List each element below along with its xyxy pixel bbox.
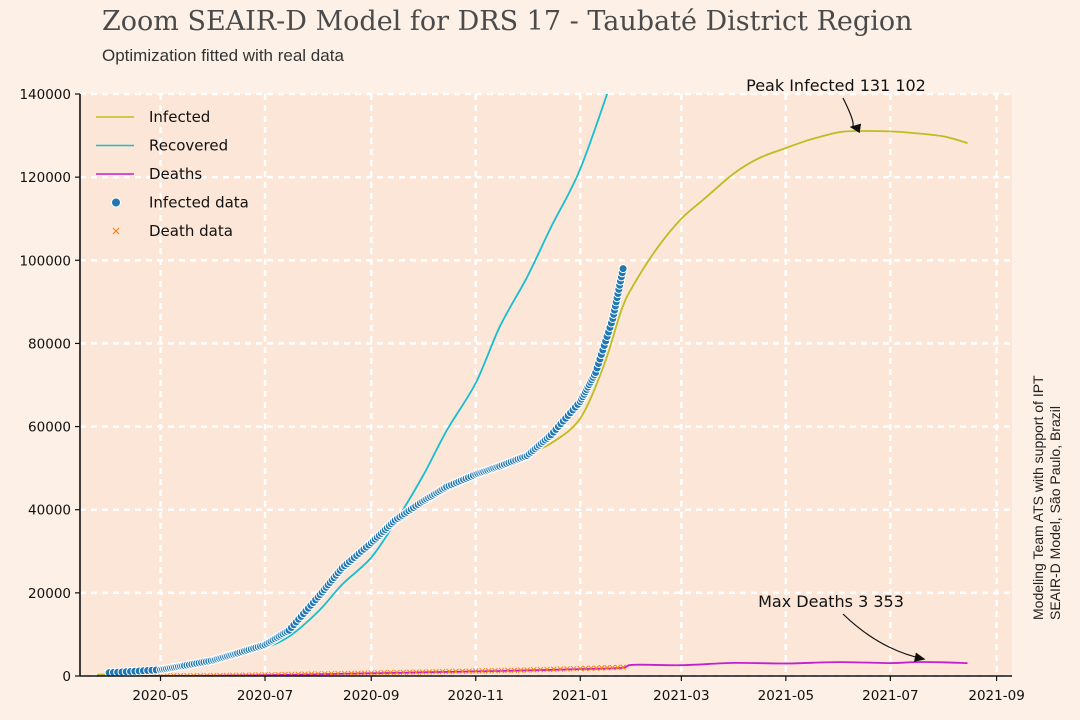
death-data-point — [472, 668, 479, 674]
death-data-point — [598, 665, 605, 671]
plot-background — [80, 94, 1012, 676]
x-tick-label: 2020-11 — [448, 688, 504, 704]
series-deaths-line — [97, 661, 968, 676]
death-data-point — [433, 668, 439, 675]
x-tick-label: 2021-05 — [758, 688, 814, 704]
death-data-point — [387, 669, 394, 676]
death-data-point — [355, 670, 361, 676]
death-data-point — [361, 670, 368, 676]
legend-label: Recovered — [149, 137, 228, 155]
death-data-point — [419, 669, 426, 675]
y-tick-label: 100000 — [19, 253, 71, 269]
death-data-point — [537, 666, 544, 673]
death-data-point — [394, 669, 400, 676]
death-data-point — [570, 665, 577, 672]
legend-item-infected: Infected — [96, 108, 210, 126]
x-tick-label: 2021-01 — [552, 688, 608, 704]
y-tick-label: 0 — [62, 669, 71, 685]
death-data-point — [604, 664, 610, 671]
x-tick-label: 2021-07 — [862, 688, 918, 704]
death-data-point — [459, 668, 466, 675]
death-data-point — [341, 670, 348, 676]
legend-item-recovered: Recovered — [96, 137, 228, 155]
legend-label: Infected — [149, 108, 210, 126]
death-data-point — [614, 664, 621, 671]
annotation-peak-arrow — [842, 97, 862, 134]
series-infected-data — [104, 264, 628, 676]
y-tick-label: 80000 — [28, 336, 71, 352]
death-data-point — [446, 668, 453, 675]
death-data-point — [249, 672, 256, 676]
legend-label: Death data — [149, 222, 233, 240]
x-tick-label: 2021-09 — [968, 688, 1024, 704]
death-data-point — [577, 665, 584, 672]
death-data-point — [236, 672, 243, 676]
death-data-point — [262, 671, 268, 676]
annotation-peak-infected: Peak Infected 131 102 — [746, 76, 926, 95]
y-tick-label: 60000 — [28, 420, 71, 436]
chart-title: Zoom SEAIR-D Model for DRS 17 - Taubaté … — [102, 6, 913, 37]
death-data-point — [544, 666, 550, 673]
legend-label: Deaths — [149, 165, 202, 183]
y-tick-label: 40000 — [28, 503, 71, 519]
death-data-point — [505, 667, 511, 674]
credit-line-2: SEAIR-D Model, São Paulo, Brazil — [1047, 406, 1063, 620]
annotation-deaths-arrow — [842, 613, 926, 662]
legend-item-infected-data: Infected data — [111, 194, 249, 212]
x-tick-label: 2020-07 — [237, 688, 293, 704]
death-data-point — [593, 665, 600, 671]
chart-subtitle: Optimization fitted with real data — [102, 46, 344, 65]
y-tick-label: 120000 — [19, 170, 71, 186]
credit-line-1: Modeling Team ATS with support of IPT — [1030, 375, 1046, 620]
y-tick-label: 140000 — [19, 87, 71, 103]
death-data-point — [479, 668, 486, 674]
death-data-point — [368, 670, 375, 676]
death-data-point — [282, 671, 288, 676]
death-data-point — [557, 666, 564, 672]
death-data-point — [485, 667, 492, 674]
death-data-point — [381, 669, 387, 676]
y-tick-label: 20000 — [28, 586, 71, 602]
death-data-point — [288, 671, 295, 676]
death-data-point — [517, 667, 524, 673]
legend-label: Infected data — [149, 194, 249, 212]
x-tick-label: 2020-05 — [132, 688, 188, 704]
death-data-point — [466, 668, 472, 674]
death-data-point — [275, 671, 282, 676]
legend-swatch — [111, 197, 121, 208]
legend-swatch — [112, 227, 120, 235]
death-data-point — [426, 669, 433, 675]
death-data-point — [588, 665, 594, 672]
death-data-point — [609, 664, 616, 671]
death-data-point — [400, 669, 407, 676]
death-data-point — [564, 666, 570, 672]
infected-data-point — [618, 264, 628, 274]
death-data-point — [268, 671, 275, 676]
death-data-point — [406, 669, 413, 676]
death-data-point — [498, 667, 505, 674]
death-data-point — [530, 666, 537, 673]
death-data-point — [524, 667, 531, 673]
death-data-point — [255, 672, 262, 676]
death-data-point — [452, 668, 459, 675]
death-data-point — [242, 672, 249, 676]
death-data-point — [511, 667, 518, 674]
death-data-point — [439, 668, 446, 675]
death-data-point — [348, 670, 355, 676]
death-data-point — [374, 670, 381, 676]
x-tick-label: 2021-03 — [653, 688, 709, 704]
annotation-max-deaths: Max Deaths 3 353 — [758, 592, 904, 611]
death-data-point — [492, 667, 498, 674]
death-data-point — [620, 664, 626, 671]
death-data-point — [582, 665, 589, 672]
legend-item-death-data: Death data — [112, 222, 233, 240]
death-data-point — [413, 669, 420, 676]
death-data-point — [550, 666, 557, 673]
legend-item-deaths: Deaths — [96, 165, 202, 183]
x-tick-label: 2020-09 — [343, 688, 399, 704]
